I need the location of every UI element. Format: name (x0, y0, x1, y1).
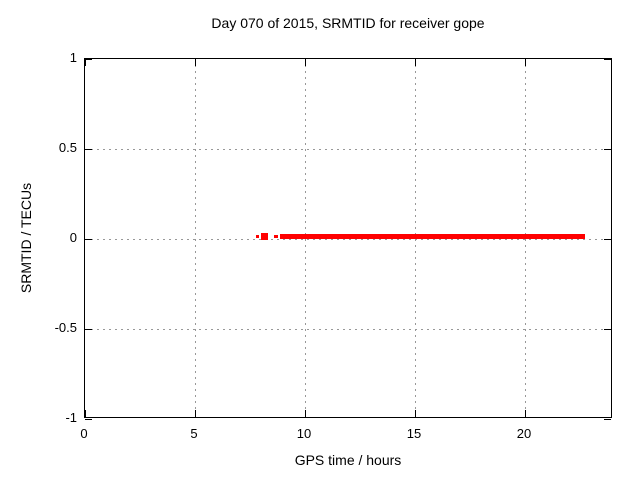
y-tick-label: 0 (69, 230, 77, 245)
x-tick-top (305, 59, 306, 66)
chart-title: Day 070 of 2015, SRMTID for receiver gop… (211, 15, 485, 31)
x-tick-label: 15 (406, 426, 422, 441)
x-tick-label: 20 (516, 426, 532, 441)
y-tick-left (85, 329, 92, 330)
y-tick-right (604, 59, 611, 60)
y-tick-right (604, 329, 611, 330)
x-tick-label: 0 (80, 426, 88, 441)
x-tick-bottom (415, 410, 416, 417)
y-tick-label: 1 (69, 50, 77, 65)
x-tick-top (415, 59, 416, 66)
data-segment (256, 235, 259, 238)
data-segment (261, 233, 268, 240)
x-tick-bottom (85, 410, 86, 417)
y-gridline (85, 329, 611, 330)
y-tick-label: 0.5 (58, 140, 77, 155)
y-tick-right (604, 239, 611, 240)
y-tick-left (85, 239, 92, 240)
x-tick-label: 5 (190, 426, 198, 441)
x-tick-label: 10 (296, 426, 312, 441)
x-tick-bottom (525, 410, 526, 417)
y-gridline (85, 149, 611, 150)
x-tick-bottom (195, 410, 196, 417)
y-tick-label: -1 (65, 410, 77, 425)
y-tick-right (604, 149, 611, 150)
x-tick-top (525, 59, 526, 66)
plot-area (84, 58, 612, 420)
x-tick-bottom (305, 410, 306, 417)
y-tick-left (85, 59, 92, 60)
x-tick-top (85, 59, 86, 66)
y-tick-right (604, 419, 611, 420)
x-tick-top (195, 59, 196, 66)
x-axis-label: GPS time / hours (294, 452, 402, 468)
data-segment (280, 234, 585, 239)
x-gridline (195, 59, 196, 417)
data-segment (274, 235, 278, 238)
y-tick-label: -0.5 (54, 320, 77, 335)
y-gridline (85, 239, 611, 240)
y-tick-left (85, 419, 92, 420)
y-tick-left (85, 149, 92, 150)
